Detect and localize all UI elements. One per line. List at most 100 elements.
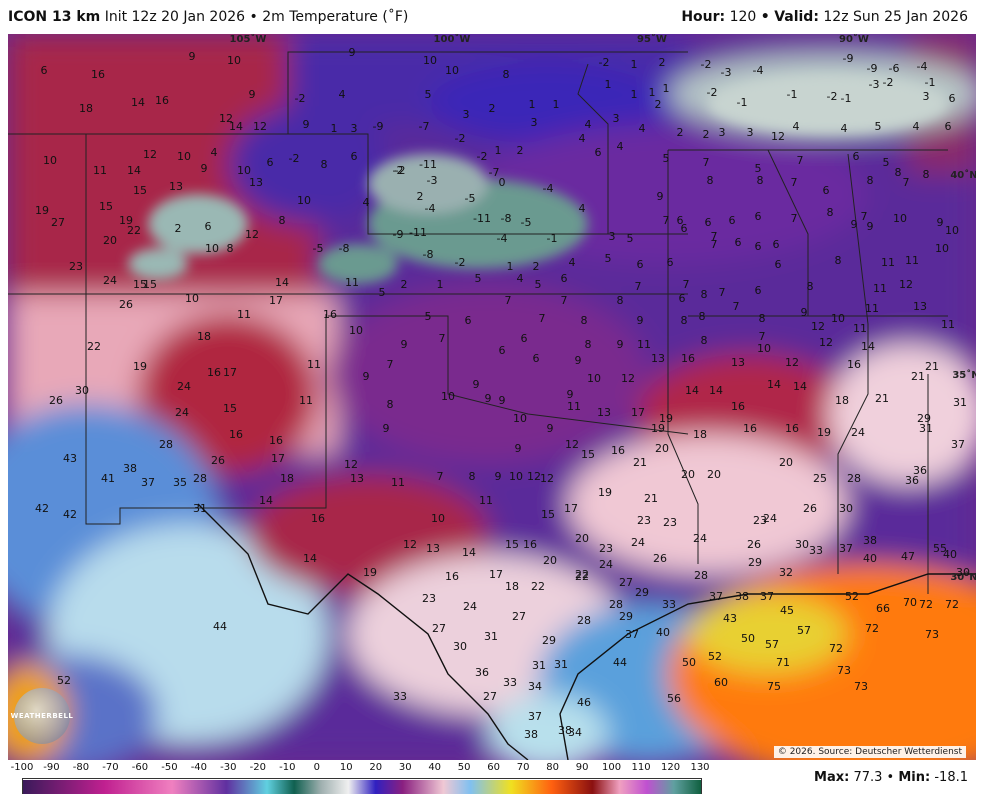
temperature-value: 2 (175, 222, 182, 235)
temperature-value: 8 (701, 334, 708, 347)
temperature-value: 37 (141, 476, 155, 489)
temperature-value: 66 (876, 602, 890, 615)
temperature-value: -5 (313, 242, 324, 255)
temperature-value: 7 (561, 294, 568, 307)
temperature-value: 7 (439, 332, 446, 345)
temperature-value: 10 (445, 64, 459, 77)
title-right: Hour: 120 • Valid: 12z Sun 25 Jan 2026 (681, 0, 968, 34)
temperature-value: 5 (379, 286, 386, 299)
max-label: Max: (814, 770, 850, 785)
temperature-value: 27 (51, 216, 65, 229)
temperature-value: -2 (477, 150, 488, 163)
temperature-value: 28 (609, 598, 623, 611)
temperature-value: 6 (823, 184, 830, 197)
temperature-value: 40 (943, 548, 957, 561)
temperature-value: 30 (453, 640, 467, 653)
temperature-value: 5 (425, 310, 432, 323)
temperature-value: 7 (387, 358, 394, 371)
temperature-value: 24 (463, 600, 477, 613)
temperature-value: 7 (635, 280, 642, 293)
temperature-value: 9 (867, 220, 874, 233)
temperature-value: 13 (731, 356, 745, 369)
temperature-value: 3 (747, 126, 754, 139)
temperature-value: 7 (797, 154, 804, 167)
temperature-value: 7 (505, 294, 512, 307)
temperature-value: 10 (513, 412, 527, 425)
temperature-value: 10 (893, 212, 907, 225)
temperature-value: 6 (679, 292, 686, 305)
temperature-value: 12 (819, 336, 833, 349)
lat-lon-labels: 105˚W 100˚W 95˚W 90˚W 40˚N 35˚N 30˚N (230, 34, 976, 583)
temperature-value: 16 (269, 434, 283, 447)
temperature-value: 38 (863, 534, 877, 547)
weatherbell-logo: WEATHERBELL (11, 688, 73, 744)
temperature-value: 33 (503, 676, 517, 689)
temperature-value: 37 (528, 710, 542, 723)
temperature-value: 32 (779, 566, 793, 579)
temperature-value: 46 (577, 696, 591, 709)
temperature-value: 9 (249, 88, 256, 101)
temperature-value: -4 (425, 202, 436, 215)
temperature-value: 16 (229, 428, 243, 441)
temperature-value: -8 (423, 248, 434, 261)
colorbar-tick: -90 (43, 762, 60, 773)
temperature-value: 72 (945, 598, 959, 611)
temperature-value: 9 (657, 190, 664, 203)
longitude-label: 100˚W (434, 34, 471, 45)
temperature-value: 20 (707, 468, 721, 481)
temperature-value: 5 (535, 278, 542, 291)
temperature-value: 5 (883, 156, 890, 169)
temperature-value: 44 (613, 656, 627, 669)
temperature-value: 16 (445, 570, 459, 583)
temperature-value: 23 (663, 516, 677, 529)
temperature-value: 11 (567, 400, 581, 413)
temperature-value: 14 (303, 552, 317, 565)
temperature-value: 24 (175, 406, 189, 419)
temperature-value: 22 (531, 580, 545, 593)
temperature-value: 8 (387, 398, 394, 411)
temperature-value: -2 (707, 86, 718, 99)
temperature-value: 21 (911, 370, 925, 383)
temperature-value: 9 (637, 314, 644, 327)
temperature-value: 8 (585, 338, 592, 351)
colorbar-tick: -40 (190, 762, 208, 773)
temperature-value: 4 (517, 272, 524, 285)
temperature-value: 4 (211, 146, 218, 159)
temperature-value: 3 (351, 122, 358, 135)
temperature-value: 1 (331, 122, 338, 135)
model-name: ICON 13 km (8, 9, 101, 25)
temperature-value: -1 (841, 92, 852, 105)
temperature-value: 35 (173, 476, 187, 489)
temperature-value: -11 (473, 212, 491, 225)
temperature-value: 9 (937, 216, 944, 229)
temperature-value: 16 (731, 400, 745, 413)
temperature-value: 31 (953, 396, 967, 409)
temperature-value: 16 (743, 422, 757, 435)
temperature-value: 20 (575, 532, 589, 545)
coastline (197, 503, 976, 760)
temperature-value: 6 (755, 240, 762, 253)
temperature-value: -1 (925, 76, 936, 89)
temperature-value: 52 (57, 674, 71, 687)
map-canvas: 105˚W 100˚W 95˚W 90˚W40˚N35˚N30˚N 6 169 10910… (8, 34, 976, 760)
temperature-value: 7 (437, 470, 444, 483)
temperature-value: 6 (533, 352, 540, 365)
temperature-value: 1 (631, 88, 638, 101)
temperature-value: 45 (780, 604, 794, 617)
temperature-value: 73 (837, 664, 851, 677)
cold-pockets (128, 74, 948, 284)
temperature-value: 52 (845, 590, 859, 603)
temperature-value: 16 (323, 308, 337, 321)
temperature-value: 12 (785, 356, 799, 369)
temperature-value: 43 (723, 612, 737, 625)
temperature-value: 11 (881, 256, 895, 269)
temperature-value: 14 (462, 546, 476, 559)
temperature-value: 14 (861, 340, 875, 353)
temperature-value: 38 (123, 462, 137, 475)
temperature-value: -3 (427, 174, 438, 187)
temperature-value: 2 (517, 144, 524, 157)
temperature-value: 22 (127, 224, 141, 237)
temperature-value: 8 (895, 166, 902, 179)
temperature-value: 15 (99, 200, 113, 213)
temperature-value: 1 (495, 144, 502, 157)
